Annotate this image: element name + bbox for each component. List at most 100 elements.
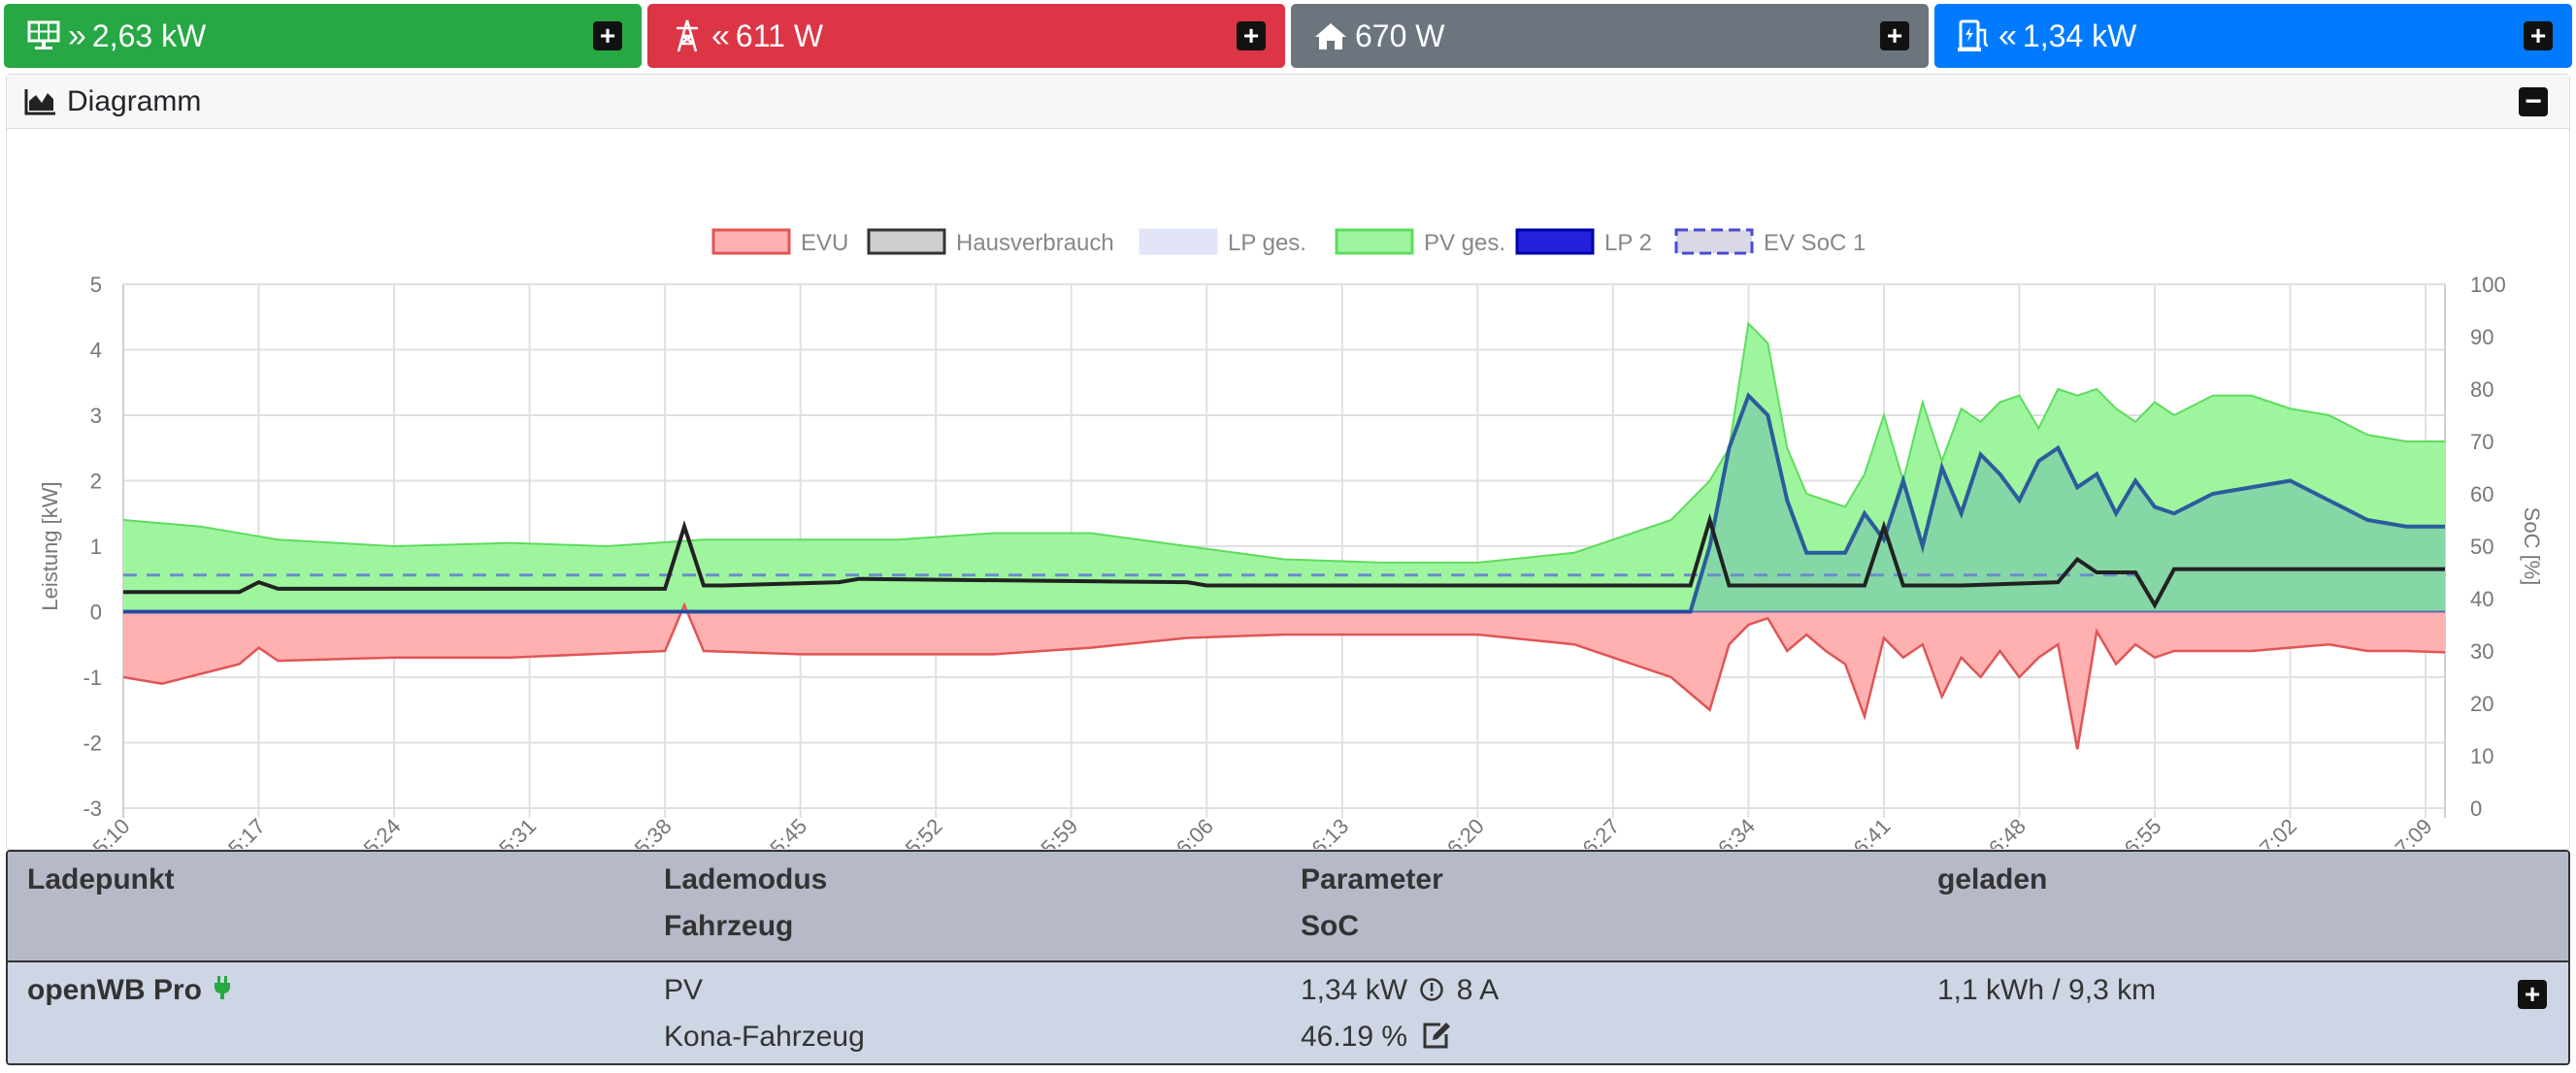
area-chart-icon — [24, 87, 57, 116]
evu-power-value: 611 W — [735, 17, 824, 53]
chargepoint-tile[interactable]: « 1,34 kW + — [1934, 4, 2572, 68]
lp-power-value: 1,34 kW — [2022, 17, 2137, 53]
pv-power-value: 2,63 kW — [91, 17, 207, 53]
y-tick-label: 3 — [90, 404, 102, 428]
import-arrows: » — [68, 16, 86, 54]
solar-panel-icon — [25, 17, 62, 54]
x-tick-label: 16:13 — [1299, 814, 1354, 849]
x-tick-label: 15:52 — [892, 814, 947, 849]
house-icon — [1312, 17, 1349, 54]
y-axis-title: Leistung [kW] — [38, 481, 62, 610]
y2-tick-label: 90 — [2470, 325, 2493, 349]
lp-arrows: « — [1998, 16, 2017, 54]
legend-label: LP ges. — [1228, 230, 1306, 256]
evu-tile[interactable]: « 611 W + — [647, 4, 1285, 68]
plug-icon — [214, 975, 231, 1008]
collapse-diagram-button[interactable]: − — [2519, 86, 2548, 116]
header-geladen: geladen — [1937, 863, 2048, 895]
diagram-card: Diagramm − -3 -2 -1 0 1 2 3 4 5 0 10 20 30 40 50 60 70 80… — [6, 74, 2570, 850]
y2-tick-label: 100 — [2470, 273, 2506, 297]
diagram-title: Diagramm — [67, 84, 202, 117]
header-ladepunkt: Ladepunkt — [27, 863, 175, 895]
x-tick-label: 16:48 — [1975, 814, 2031, 849]
diagram-header[interactable]: Diagramm − — [7, 75, 2569, 129]
y2-tick-label: 40 — [2470, 587, 2493, 611]
header-lademodus: Lademodus — [664, 863, 828, 895]
house-line — [123, 512, 2445, 609]
y2-tick-label: 10 — [2470, 744, 2493, 768]
legend-label: LP 2 — [1604, 230, 1652, 256]
x-tick-label: 16:20 — [1434, 814, 1489, 849]
expand-house-button[interactable]: + — [1880, 21, 1909, 50]
y-tick-label: 2 — [90, 470, 102, 494]
y-tick-label: 4 — [90, 339, 102, 363]
legend-label: EVU — [801, 230, 848, 256]
y2-axis-title: SoC [%] — [2520, 507, 2544, 586]
x-tick-label: 17:02 — [2246, 814, 2301, 849]
x-tick-label: 16:27 — [1569, 814, 1625, 849]
header-fahrzeug: Fahrzeug — [664, 910, 794, 942]
header-parameter: Parameter — [1301, 863, 1443, 895]
x-tick-label: 15:31 — [486, 814, 542, 849]
y-tick-label: -1 — [83, 666, 102, 690]
info-circle-icon[interactable] — [1419, 977, 1444, 1010]
x-tick-label: 15:45 — [757, 814, 812, 849]
chargepoint-name: openWB Pro — [27, 974, 231, 1008]
legend-swatch — [1515, 228, 1595, 255]
y2-tick-label: 70 — [2470, 430, 2493, 454]
charge-mode[interactable]: PV — [664, 974, 704, 1006]
y2-tick-label: 20 — [2470, 692, 2493, 716]
house-power-value: 670 W — [1355, 17, 1445, 53]
lp2-line — [123, 392, 2445, 614]
lp2-area — [123, 395, 2445, 612]
expand-lp-button[interactable]: + — [2524, 21, 2553, 50]
chargepoint-name-text: openWB Pro — [27, 974, 202, 1006]
charge-parameter: 1,34 kW 8 A — [1301, 974, 1499, 1010]
chargepoint-table: Ladepunkt Lademodus Fahrzeug Parameter S… — [6, 850, 2570, 1065]
x-tick-label: 16:34 — [1704, 814, 1760, 849]
charged-energy: 1,1 kWh / 9,3 km — [1937, 974, 2157, 1006]
legend-swatch — [711, 228, 791, 255]
x-tick-label: 17:09 — [2382, 814, 2437, 849]
vehicle-name[interactable]: Kona-Fahrzeug — [664, 1021, 865, 1053]
table-header: Ladepunkt Lademodus Fahrzeug Parameter S… — [8, 852, 2568, 960]
status-tiles: » 2,63 kW + « 611 W + 670 W + « 1,34 kW … — [4, 4, 2572, 68]
table-row[interactable]: openWB Pro PV Kona-Fahrzeug 1,34 kW 8 A … — [8, 960, 2568, 1063]
edit-icon[interactable] — [1421, 1021, 1452, 1057]
soc-value: 46.19 % — [1301, 1021, 1408, 1053]
y2-tick-label: 50 — [2470, 535, 2493, 559]
power-tower-icon — [669, 17, 706, 54]
legend-swatch — [1335, 228, 1414, 255]
export-arrows: « — [711, 16, 730, 54]
pv-line — [122, 321, 2445, 564]
y-tick-label: 0 — [90, 601, 102, 625]
y-tick-label: 1 — [90, 535, 102, 559]
legend-label: PV ges. — [1424, 230, 1505, 256]
x-tick-label: 15:24 — [350, 814, 406, 849]
house-tile[interactable]: 670 W + — [1291, 4, 1929, 68]
y2-tick-label: 0 — [2470, 797, 2482, 821]
header-soc: SoC — [1301, 910, 1359, 942]
pv-tile[interactable]: » 2,63 kW + — [4, 4, 642, 68]
expand-evu-button[interactable]: + — [1237, 21, 1266, 50]
y-tick-label: -2 — [83, 732, 102, 756]
legend-swatch — [1139, 228, 1218, 255]
charge-power: 1,34 kW — [1301, 974, 1408, 1006]
y2-tick-label: 60 — [2470, 482, 2493, 506]
expand-pv-button[interactable]: + — [593, 21, 622, 50]
x-tick-label: 16:55 — [2111, 814, 2166, 849]
x-tick-label: 15:38 — [621, 814, 677, 849]
y2-tick-label: 30 — [2470, 639, 2493, 664]
x-tick-label: 15:59 — [1028, 814, 1083, 849]
y-tick-label: 5 — [90, 273, 102, 297]
charge-current: 8 A — [1456, 974, 1500, 1006]
x-tick-label: 15:17 — [215, 814, 270, 849]
y-tick-label: -3 — [83, 797, 102, 821]
charging-station-icon — [1956, 17, 1993, 54]
legend-label: Hausverbrauch — [956, 230, 1114, 256]
legend-swatch — [1674, 228, 1754, 255]
legend-label: EV SoC 1 — [1764, 230, 1866, 256]
x-tick-label: 16:06 — [1163, 814, 1218, 849]
expand-row-button[interactable]: + — [2518, 980, 2547, 1009]
